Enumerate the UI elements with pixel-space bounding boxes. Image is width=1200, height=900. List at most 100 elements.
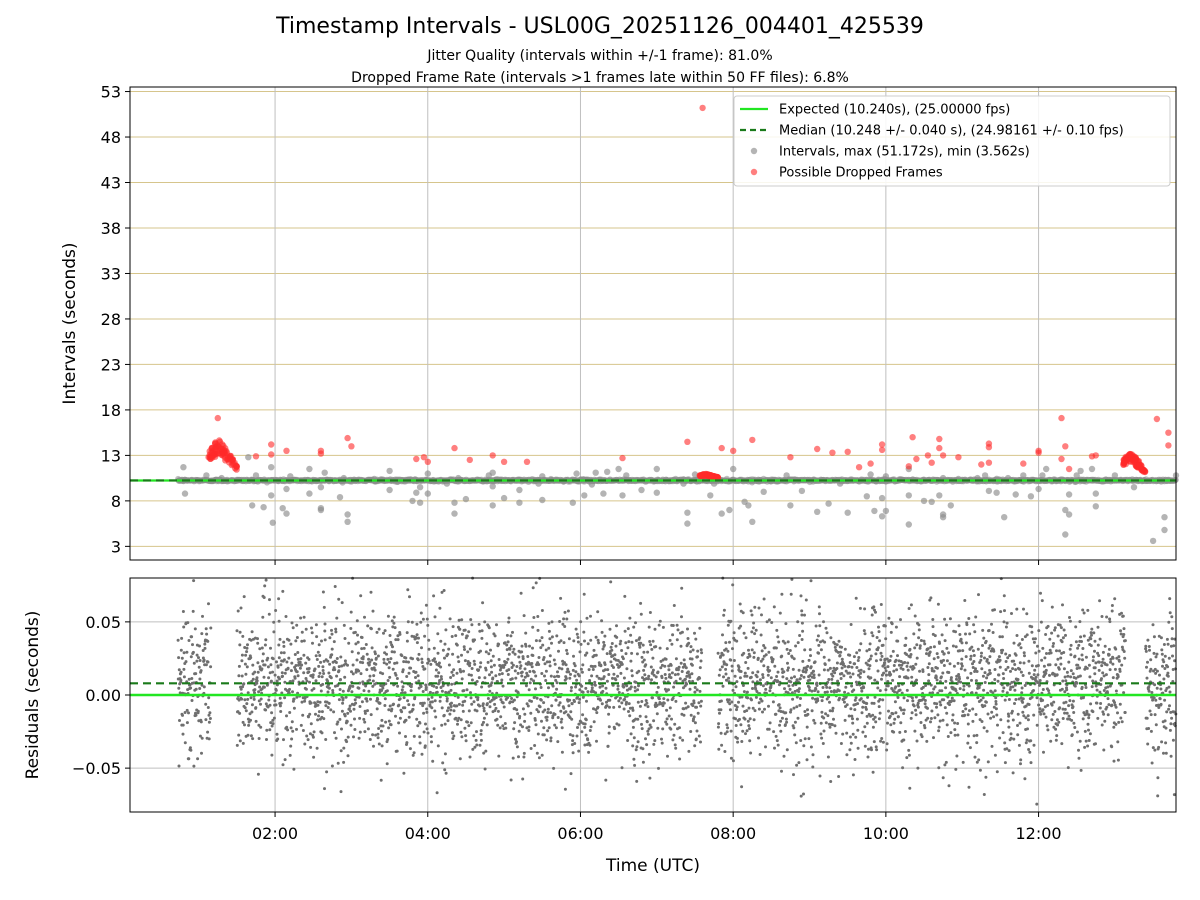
dropped-frame-point — [730, 447, 737, 454]
residual-point — [421, 690, 425, 693]
residual-point — [520, 650, 524, 654]
residual-point — [602, 640, 606, 644]
residual-point — [357, 686, 361, 690]
residual-point — [666, 754, 669, 758]
residual-point — [522, 678, 526, 682]
interval-point — [386, 467, 393, 475]
dropped-frame-point — [451, 444, 458, 452]
residual-point — [342, 623, 346, 627]
residual-point — [699, 740, 702, 744]
residual-point — [345, 720, 349, 723]
residual-point — [242, 595, 246, 599]
residual-point — [300, 630, 304, 634]
residual-point — [189, 686, 193, 690]
residual-point — [670, 642, 674, 646]
dropped-frame-point — [714, 474, 721, 481]
residual-point — [290, 737, 294, 741]
residual-point — [251, 663, 255, 667]
dropped-frame-point — [268, 451, 275, 458]
interval-point — [878, 494, 886, 502]
residual-point — [203, 642, 207, 646]
residual-point — [746, 696, 750, 700]
dropped-frame-point — [214, 414, 221, 422]
residual-point — [746, 719, 750, 723]
residual-point — [618, 696, 622, 700]
residual-point — [386, 738, 390, 741]
residual-point — [646, 732, 650, 736]
dropped-frame-point — [252, 453, 260, 460]
residual-point — [577, 722, 581, 726]
residual-point — [392, 650, 396, 654]
residual-point — [332, 710, 336, 714]
residual-point — [467, 709, 471, 713]
residual-point — [240, 674, 244, 678]
residual-point — [187, 711, 190, 715]
residual-point — [557, 666, 561, 670]
residual-point — [462, 669, 465, 673]
residual-point — [367, 663, 371, 667]
dropped-frame-point — [867, 460, 874, 467]
residual-point — [311, 641, 314, 645]
residual-point — [500, 672, 504, 676]
residual-point — [418, 735, 422, 739]
residual-point — [242, 682, 246, 686]
residual-point — [237, 733, 241, 737]
residual-point — [638, 714, 642, 718]
residual-point — [244, 653, 248, 657]
residual-point — [583, 722, 587, 726]
residual-point — [494, 674, 498, 678]
residual-point — [511, 663, 515, 667]
interval-point — [535, 480, 542, 487]
interval-point — [1111, 472, 1119, 479]
residual-point — [720, 743, 724, 747]
residual-point — [562, 641, 566, 645]
residual-point — [244, 709, 248, 713]
residual-point — [638, 704, 642, 708]
residual-point — [330, 647, 334, 651]
residual-point — [184, 660, 188, 664]
residual-point — [319, 660, 323, 664]
residual-point — [672, 733, 676, 737]
residual-point — [348, 704, 352, 708]
residual-point — [580, 670, 584, 674]
residual-point — [475, 680, 479, 683]
residual-point — [531, 625, 535, 629]
residual-point — [191, 643, 194, 647]
residual-point — [179, 648, 183, 652]
residual-point — [308, 732, 312, 736]
interval-point — [707, 492, 714, 499]
dropped-frame-point — [909, 434, 916, 441]
residual-point — [688, 673, 692, 677]
residual-point — [409, 685, 413, 689]
residual-point — [659, 702, 663, 706]
residual-point — [717, 673, 721, 677]
residual-point — [747, 706, 751, 710]
residual-point — [463, 659, 467, 663]
residual-point — [235, 629, 239, 633]
residual-point — [548, 637, 552, 641]
interval-point — [409, 497, 416, 505]
residual-point — [398, 731, 401, 735]
residual-point — [381, 672, 385, 676]
residual-point — [313, 667, 317, 671]
residual-point — [270, 711, 274, 715]
residual-point — [672, 604, 676, 607]
residual-point — [358, 705, 362, 708]
residual-point — [439, 639, 443, 643]
residual-point — [693, 686, 697, 689]
residual-point — [440, 723, 444, 727]
residual-point — [686, 627, 689, 631]
residual-point — [559, 596, 563, 600]
residual-point — [422, 730, 426, 734]
residual-point — [428, 690, 432, 694]
residual-point — [200, 683, 204, 687]
residual-point — [315, 635, 319, 639]
residual-point — [420, 661, 424, 664]
residual-point — [689, 645, 693, 649]
residual-point — [364, 643, 368, 646]
residual-point — [316, 650, 320, 654]
residual-point — [537, 756, 541, 760]
residual-point — [637, 669, 641, 673]
interval-point — [573, 470, 580, 477]
residual-point — [592, 707, 595, 711]
